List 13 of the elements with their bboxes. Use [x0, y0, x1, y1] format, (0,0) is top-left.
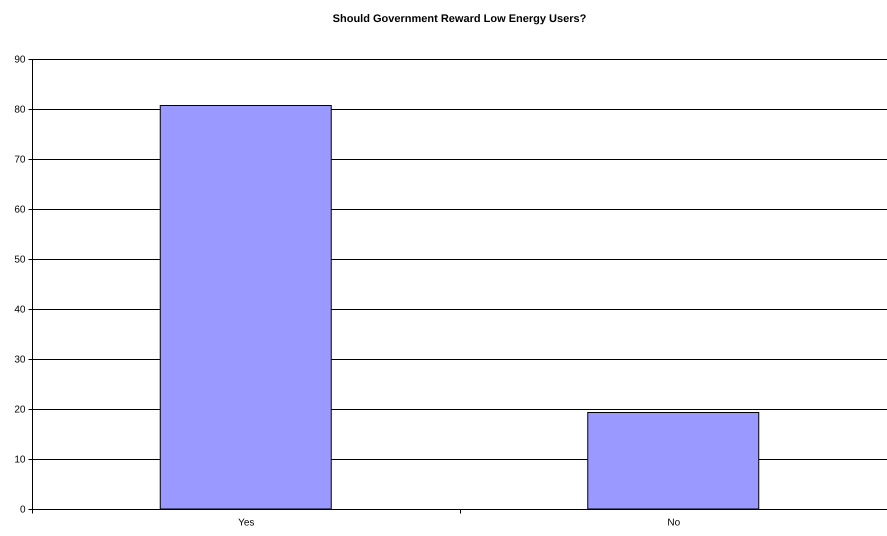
y-tick-label: 10 — [14, 454, 26, 466]
y-tick-label: 90 — [14, 54, 26, 66]
y-tick-label: 70 — [14, 154, 26, 166]
x-tick-label: No — [667, 518, 681, 528]
x-tick-label: Yes — [238, 518, 254, 528]
y-tick-label: 60 — [14, 204, 26, 216]
y-tick-label: 80 — [14, 104, 26, 116]
y-tick-label: 30 — [14, 354, 26, 366]
y-tick-label: 50 — [14, 254, 26, 266]
y-tick-label: 0 — [20, 504, 26, 516]
y-tick-label: 20 — [14, 404, 26, 416]
chart-title: Should Government Reward Low Energy Users? — [332, 13, 587, 25]
y-tick-label: 40 — [14, 304, 26, 316]
